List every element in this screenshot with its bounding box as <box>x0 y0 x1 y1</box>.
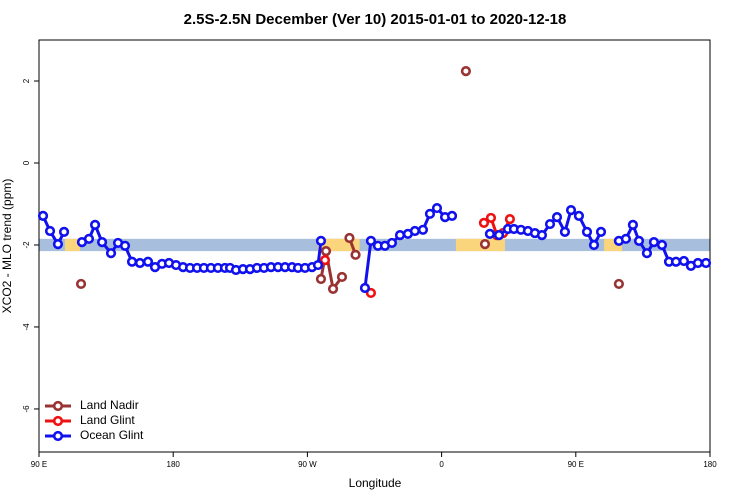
point <box>58 226 70 237</box>
point <box>336 271 348 283</box>
point <box>478 217 490 228</box>
point <box>493 230 505 241</box>
legend-marker <box>52 400 64 412</box>
legend-label: Land Nadir <box>80 398 139 412</box>
point <box>588 239 600 251</box>
point <box>96 237 108 248</box>
x-tick-label: 180 <box>703 460 717 469</box>
point <box>142 256 154 267</box>
x-tick-label: 90 E <box>568 460 584 469</box>
point <box>409 225 421 237</box>
point <box>431 202 443 214</box>
y-tick-label: -2 <box>22 241 31 249</box>
point <box>656 239 668 251</box>
point <box>620 233 632 244</box>
point <box>312 259 324 271</box>
point <box>75 278 87 290</box>
point <box>44 225 56 237</box>
point <box>573 210 585 221</box>
x-axis-label: Longitude <box>349 476 402 490</box>
point <box>83 233 95 244</box>
point <box>37 210 49 221</box>
point <box>648 237 660 248</box>
point <box>460 66 472 77</box>
point <box>359 282 371 294</box>
point <box>344 232 355 244</box>
band <box>64 238 81 252</box>
point <box>581 226 593 237</box>
point <box>692 257 704 269</box>
point <box>315 273 327 285</box>
x-tick-label: 0 <box>439 460 444 469</box>
x-tick-label: 90 W <box>298 460 317 469</box>
legend-label: Ocean Glint <box>80 428 144 442</box>
point <box>327 283 339 294</box>
point <box>627 219 639 230</box>
point <box>536 230 548 241</box>
point <box>315 235 327 246</box>
y-tick-label: 2 <box>22 78 31 83</box>
point <box>126 256 138 267</box>
legend-marker <box>52 415 64 427</box>
point <box>700 257 712 269</box>
point <box>119 240 131 251</box>
y-tick-label: -6 <box>22 405 31 413</box>
point <box>678 255 690 267</box>
point <box>320 246 332 257</box>
point <box>134 257 146 269</box>
x-tick-label: 180 <box>167 460 181 469</box>
point <box>417 224 429 235</box>
point <box>484 228 496 240</box>
point <box>504 214 515 225</box>
point <box>89 219 101 230</box>
point <box>446 210 458 221</box>
legend-label: Land Glint <box>80 413 135 427</box>
x-tick-label: 90 E <box>31 460 47 469</box>
y-tick-label: 0 <box>22 160 31 165</box>
y-axis-label: XCO2 - MLO trend (ppm) <box>0 179 14 314</box>
point <box>52 239 64 250</box>
legend-marker <box>52 430 64 442</box>
point <box>670 256 682 267</box>
point <box>105 248 117 259</box>
point <box>319 255 331 266</box>
point <box>559 226 571 237</box>
point <box>613 278 624 290</box>
point <box>424 208 436 219</box>
plot-frame <box>38 39 711 453</box>
point <box>641 248 653 259</box>
point <box>551 211 563 223</box>
point <box>595 226 607 237</box>
point <box>350 249 361 260</box>
point <box>479 239 491 250</box>
point <box>365 235 377 246</box>
point <box>386 237 398 249</box>
point <box>485 212 497 224</box>
point <box>544 218 556 230</box>
point <box>633 235 645 246</box>
chart-title: 2.5S-2.5N December (Ver 10) 2015-01-01 t… <box>184 11 567 28</box>
y-tick-label: -4 <box>22 323 31 331</box>
point <box>565 205 577 216</box>
point <box>394 230 406 241</box>
